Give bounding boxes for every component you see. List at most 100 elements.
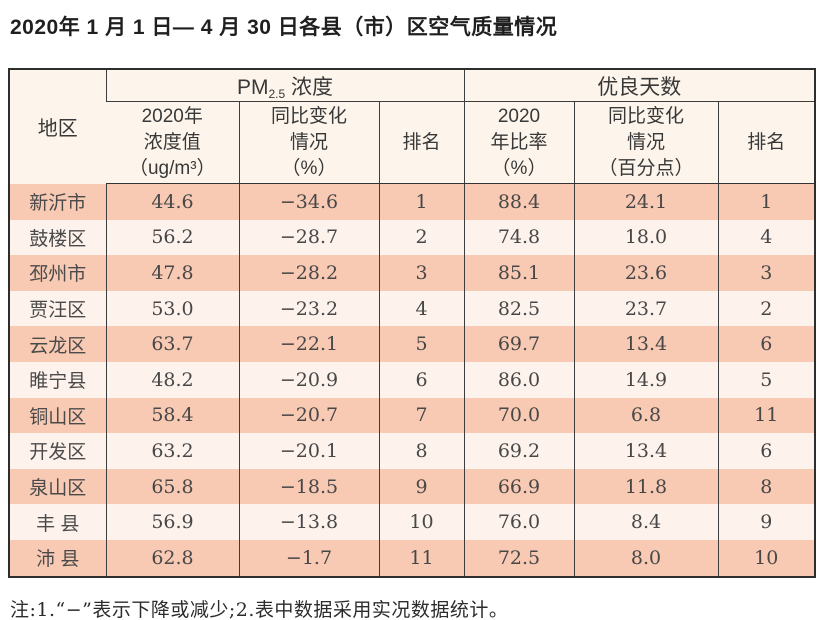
cell-pm-value: 58.4 — [105, 397, 239, 434]
cell-pm-change: −28.2 — [238, 255, 379, 291]
group-header-good-days: 优良天数 — [463, 69, 815, 102]
cell-pm-change: −20.7 — [238, 397, 379, 434]
cell-good-rank: 11 — [717, 397, 815, 434]
cell-good-rate: 82.5 — [463, 290, 574, 327]
column-header-pm-value: 2020年 浓度值 （ug/m³） — [106, 101, 239, 184]
pm25-label-prefix: PM — [236, 75, 269, 99]
table-body: 新沂市 44.6 −34.6 1 88.4 24.1 1 鼓楼区 56.2 −28.7 2 74.8 1… — [9, 183, 815, 577]
cell-good-rank: 4 — [717, 219, 815, 256]
cell-pm-value: 63.2 — [105, 433, 239, 469]
cell-good-change: 23.7 — [573, 290, 718, 327]
cell-region: 云龙区 — [29, 335, 87, 357]
cell-good-rank: 1 — [717, 183, 815, 220]
column-header-good-change: 同比变化 情况 （百分点） — [573, 101, 718, 184]
cell-pm-change: −22.1 — [238, 326, 379, 362]
cell-pm-change: −20.9 — [238, 361, 379, 398]
cell-pm-rank: 10 — [378, 504, 464, 540]
cell-good-rate: 86.0 — [463, 361, 574, 398]
cell-pm-value: 56.9 — [105, 504, 239, 540]
group-header-pm25: PM2.5 浓度 — [105, 69, 464, 102]
cell-pm-rank: 3 — [378, 255, 464, 291]
cell-good-change: 8.4 — [573, 504, 718, 540]
cell-pm-change: −23.2 — [238, 290, 379, 327]
cell-good-change: 13.4 — [573, 326, 718, 362]
column-header-region: 地区 — [37, 118, 78, 141]
air-quality-table: 地区 PM2.5 浓度 优良天数 2020年 浓度值 （ug/m³） 同比变化 … — [8, 68, 816, 578]
cell-good-change: 14.9 — [573, 361, 718, 398]
cell-region: 铜山区 — [29, 406, 87, 428]
cell-good-change: 23.6 — [573, 255, 718, 291]
cell-pm-rank: 11 — [378, 539, 464, 577]
table-row: 丰 县 56.9 −13.8 10 76.0 8.4 9 — [9, 504, 815, 540]
cell-pm-rank: 6 — [378, 361, 464, 398]
cell-good-rank: 8 — [717, 468, 815, 505]
cell-pm-value: 44.6 — [105, 183, 239, 220]
table-row: 泉山区 65.8 −18.5 9 66.9 11.8 8 — [9, 468, 815, 505]
cell-region: 沛 县 — [36, 549, 80, 571]
cell-good-change: 18.0 — [573, 219, 718, 256]
cell-pm-rank: 4 — [378, 290, 464, 327]
cell-good-rate: 70.0 — [463, 397, 574, 434]
cell-region: 新沂市 — [29, 193, 87, 215]
cell-good-rate: 72.5 — [463, 539, 574, 577]
cell-pm-change: −28.7 — [238, 219, 379, 256]
table-header: 地区 PM2.5 浓度 优良天数 2020年 浓度值 （ug/m³） 同比变化 … — [9, 69, 815, 184]
footnote: 注:1.“−”表示下降或减少;2.表中数据采用实况数据统计。 — [10, 598, 509, 620]
cell-good-rank: 6 — [717, 326, 815, 362]
cell-region: 贾汪区 — [29, 300, 87, 322]
cell-good-change: 8.0 — [573, 539, 718, 577]
cell-pm-value: 65.8 — [105, 468, 239, 505]
cell-pm-change: −13.8 — [238, 504, 379, 540]
cell-good-change: 24.1 — [573, 183, 718, 220]
sub-header-row: 2020年 浓度值 （ug/m³） 同比变化 情况 （%） 排名 2020 年比… — [9, 101, 815, 184]
cell-good-change: 6.8 — [573, 397, 718, 434]
table-row: 鼓楼区 56.2 −28.7 2 74.8 18.0 4 — [9, 219, 815, 256]
cell-good-rank: 2 — [717, 290, 815, 327]
cell-pm-rank: 2 — [378, 219, 464, 256]
table-row: 云龙区 63.7 −22.1 5 69.7 13.4 6 — [9, 326, 815, 362]
cell-region: 鼓楼区 — [29, 228, 87, 250]
cell-pm-value: 63.7 — [105, 326, 239, 362]
cell-pm-change: −20.1 — [238, 433, 379, 469]
cell-good-rank: 10 — [717, 539, 815, 577]
cell-region: 泉山区 — [29, 478, 87, 500]
table-row: 沛 县 62.8 −1.7 11 72.5 8.0 10 — [9, 539, 815, 577]
table-row: 新沂市 44.6 −34.6 1 88.4 24.1 1 — [9, 183, 815, 220]
cell-good-rate: 66.9 — [463, 468, 574, 505]
cell-good-rate: 76.0 — [463, 504, 574, 540]
cell-pm-rank: 1 — [378, 183, 464, 220]
cell-region: 邳州市 — [29, 264, 87, 286]
cell-good-rate: 88.4 — [463, 183, 574, 220]
table-row: 邳州市 47.8 −28.2 3 85.1 23.6 3 — [9, 255, 815, 291]
pm25-label-subscript: 2.5 — [268, 86, 286, 101]
cell-pm-change: −18.5 — [238, 468, 379, 505]
cell-pm-change: −1.7 — [238, 539, 379, 577]
cell-pm-value: 48.2 — [105, 361, 239, 398]
cell-pm-value: 56.2 — [105, 219, 239, 256]
column-header-good-rank: 排名 — [717, 101, 815, 184]
table-row: 开发区 63.2 −20.1 8 69.2 13.4 6 — [9, 433, 815, 469]
cell-good-rate: 69.2 — [463, 433, 574, 469]
cell-good-rate: 74.8 — [463, 219, 574, 256]
cell-pm-rank: 7 — [378, 397, 464, 434]
pm25-label-suffix: 浓度 — [285, 75, 334, 99]
page-title: 2020年 1 月 1 日— 4 月 30 日各县（市）区空气质量情况 — [10, 16, 558, 39]
cell-good-rank: 6 — [717, 433, 815, 469]
cell-region: 丰 县 — [36, 513, 80, 535]
cell-pm-value: 47.8 — [105, 255, 239, 291]
cell-good-rank: 9 — [717, 504, 815, 540]
cell-pm-value: 53.0 — [105, 290, 239, 327]
cell-pm-value: 62.8 — [105, 539, 239, 577]
cell-pm-rank: 5 — [378, 326, 464, 362]
group-header-row: 地区 PM2.5 浓度 优良天数 — [9, 69, 815, 140]
cell-good-rate: 69.7 — [463, 326, 574, 362]
column-header-pm-change: 同比变化 情况 （%） — [238, 101, 379, 184]
column-header-good-rate: 2020 年比率 （%） — [463, 101, 574, 184]
cell-region: 开发区 — [29, 442, 87, 464]
table-row: 贾汪区 53.0 −23.2 4 82.5 23.7 2 — [9, 290, 815, 327]
cell-pm-rank: 8 — [378, 433, 464, 469]
cell-good-change: 11.8 — [573, 468, 718, 505]
cell-region: 睢宁县 — [29, 371, 87, 393]
cell-pm-rank: 9 — [378, 468, 464, 505]
